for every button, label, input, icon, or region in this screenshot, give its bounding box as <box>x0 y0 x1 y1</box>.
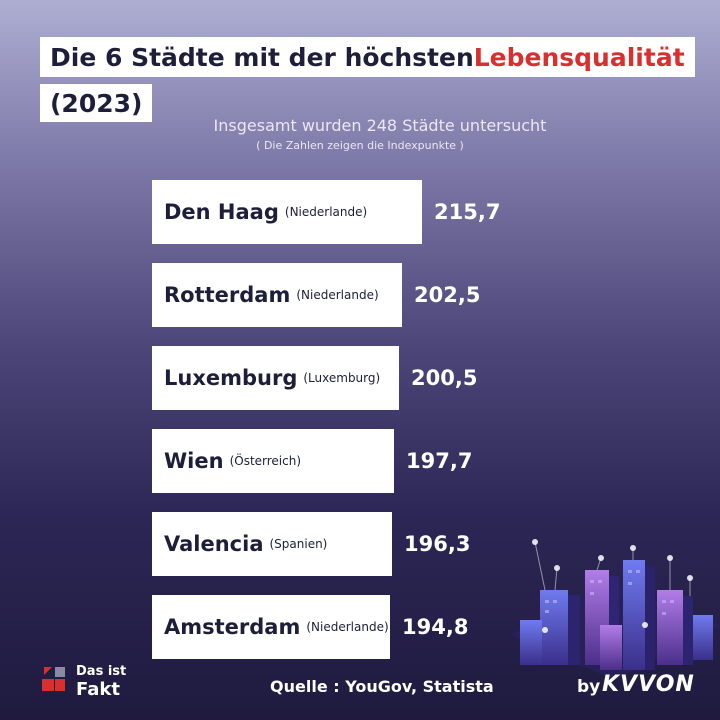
chart-title-year: (2023) <box>40 84 153 122</box>
bar-value-label: 200,5 <box>411 366 478 390</box>
bar: Amsterdam (Niederlande) <box>152 595 390 659</box>
bar-category-label: Rotterdam <box>164 283 291 307</box>
bar-category-label: Luxemburg <box>164 366 298 390</box>
source-note: Quelle : YouGov, Statista <box>270 677 494 696</box>
chart-title: Die 6 Städte mit der höchsten Lebensqual… <box>40 37 695 77</box>
bar: Rotterdam (Niederlande) <box>152 263 402 327</box>
bar: Den Haag (Niederlande) <box>152 180 422 244</box>
chart-note: ( Die Zahlen zeigen die Indexpunkte ) <box>256 139 464 152</box>
title-text: Die 6 Städte mit der höchsten <box>50 42 474 72</box>
bar-country-label: (Luxemburg) <box>303 371 381 385</box>
bar-category-label: Den Haag <box>164 200 279 224</box>
bar-value-label: 197,7 <box>406 449 473 473</box>
bar-category-label: Wien <box>164 449 224 473</box>
title-year-text: (2023) <box>50 88 143 118</box>
bar-value-label: 202,5 <box>414 283 481 307</box>
bar-country-label: (Spanien) <box>269 537 328 551</box>
bar-country-label: (Niederlande) <box>296 288 379 302</box>
logo-mark-icon <box>42 667 65 691</box>
bar: Luxemburg (Luxemburg) <box>152 346 399 410</box>
brand-name: KVVON <box>602 672 695 697</box>
bar-value-label: 215,7 <box>434 200 501 224</box>
bar-value-label: 194,8 <box>402 615 469 639</box>
logo-text-line1: Das ist <box>76 664 127 679</box>
bar-category-label: Amsterdam <box>164 615 301 639</box>
city-illustration <box>510 539 720 680</box>
brand-by: by <box>577 677 601 697</box>
bar-category-label: Valencia <box>164 532 264 556</box>
das-ist-fakt-logo: Das ist Fakt <box>42 663 142 703</box>
bar-country-label: (Niederlande) <box>306 620 389 634</box>
bar-country-label: (Österreich) <box>229 454 302 468</box>
bar: Wien (Österreich) <box>152 429 394 493</box>
chart-subtitle: Insgesamt wurden 248 Städte untersucht <box>213 116 547 135</box>
bar-value-label: 196,3 <box>404 532 471 556</box>
title-highlight: Lebensqualität <box>473 42 685 72</box>
bar: Valencia (Spanien) <box>152 512 392 576</box>
logo-text-line2: Fakt <box>76 679 120 700</box>
bar-country-label: (Niederlande) <box>284 205 368 219</box>
